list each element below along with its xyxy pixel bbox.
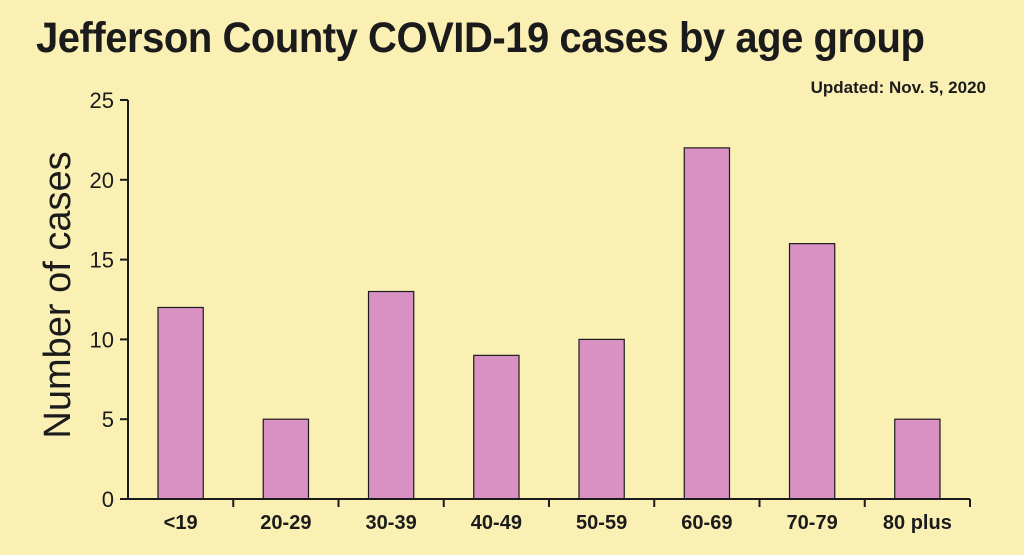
x-tick-label: 50-59 — [576, 512, 627, 534]
y-tick-label: 5 — [102, 407, 114, 432]
chart-title: Jefferson County COVID-19 cases by age g… — [36, 14, 925, 62]
y-tick-label: 0 — [102, 487, 114, 512]
x-tick-label: 60-69 — [681, 512, 732, 534]
x-tick-label: 80 plus — [883, 512, 952, 534]
x-tick-label: 30-39 — [366, 512, 417, 534]
bar-60-69 — [683, 147, 731, 500]
bar-20-29 — [262, 418, 310, 500]
bar-30-39 — [367, 290, 415, 500]
x-tick-label: 70-79 — [787, 512, 838, 534]
bar-40-49 — [473, 354, 520, 500]
y-tick-label: 20 — [90, 168, 114, 193]
y-axis-ticks: 0 5 10 15 20 25 — [90, 88, 128, 512]
y-tick-label: 25 — [90, 88, 114, 113]
x-tick-label: <19 — [164, 512, 198, 534]
bar-70-79 — [788, 243, 836, 500]
y-axis-label: Number of cases — [37, 151, 79, 438]
bar-50-59 — [578, 338, 625, 500]
y-tick-label: 15 — [90, 248, 114, 273]
x-axis-ticks: <19 20-29 30-39 40-49 50-59 60-69 70-79 80 plus — [164, 499, 971, 534]
y-tick-label: 10 — [90, 327, 114, 352]
x-tick-label: 40-49 — [471, 512, 522, 534]
bar-80-plus — [894, 418, 941, 500]
bars — [157, 147, 941, 500]
x-tick-label: 20-29 — [260, 512, 311, 534]
bar-19 — [157, 306, 204, 500]
chart-subtitle: Updated: Nov. 5, 2020 — [810, 78, 986, 97]
